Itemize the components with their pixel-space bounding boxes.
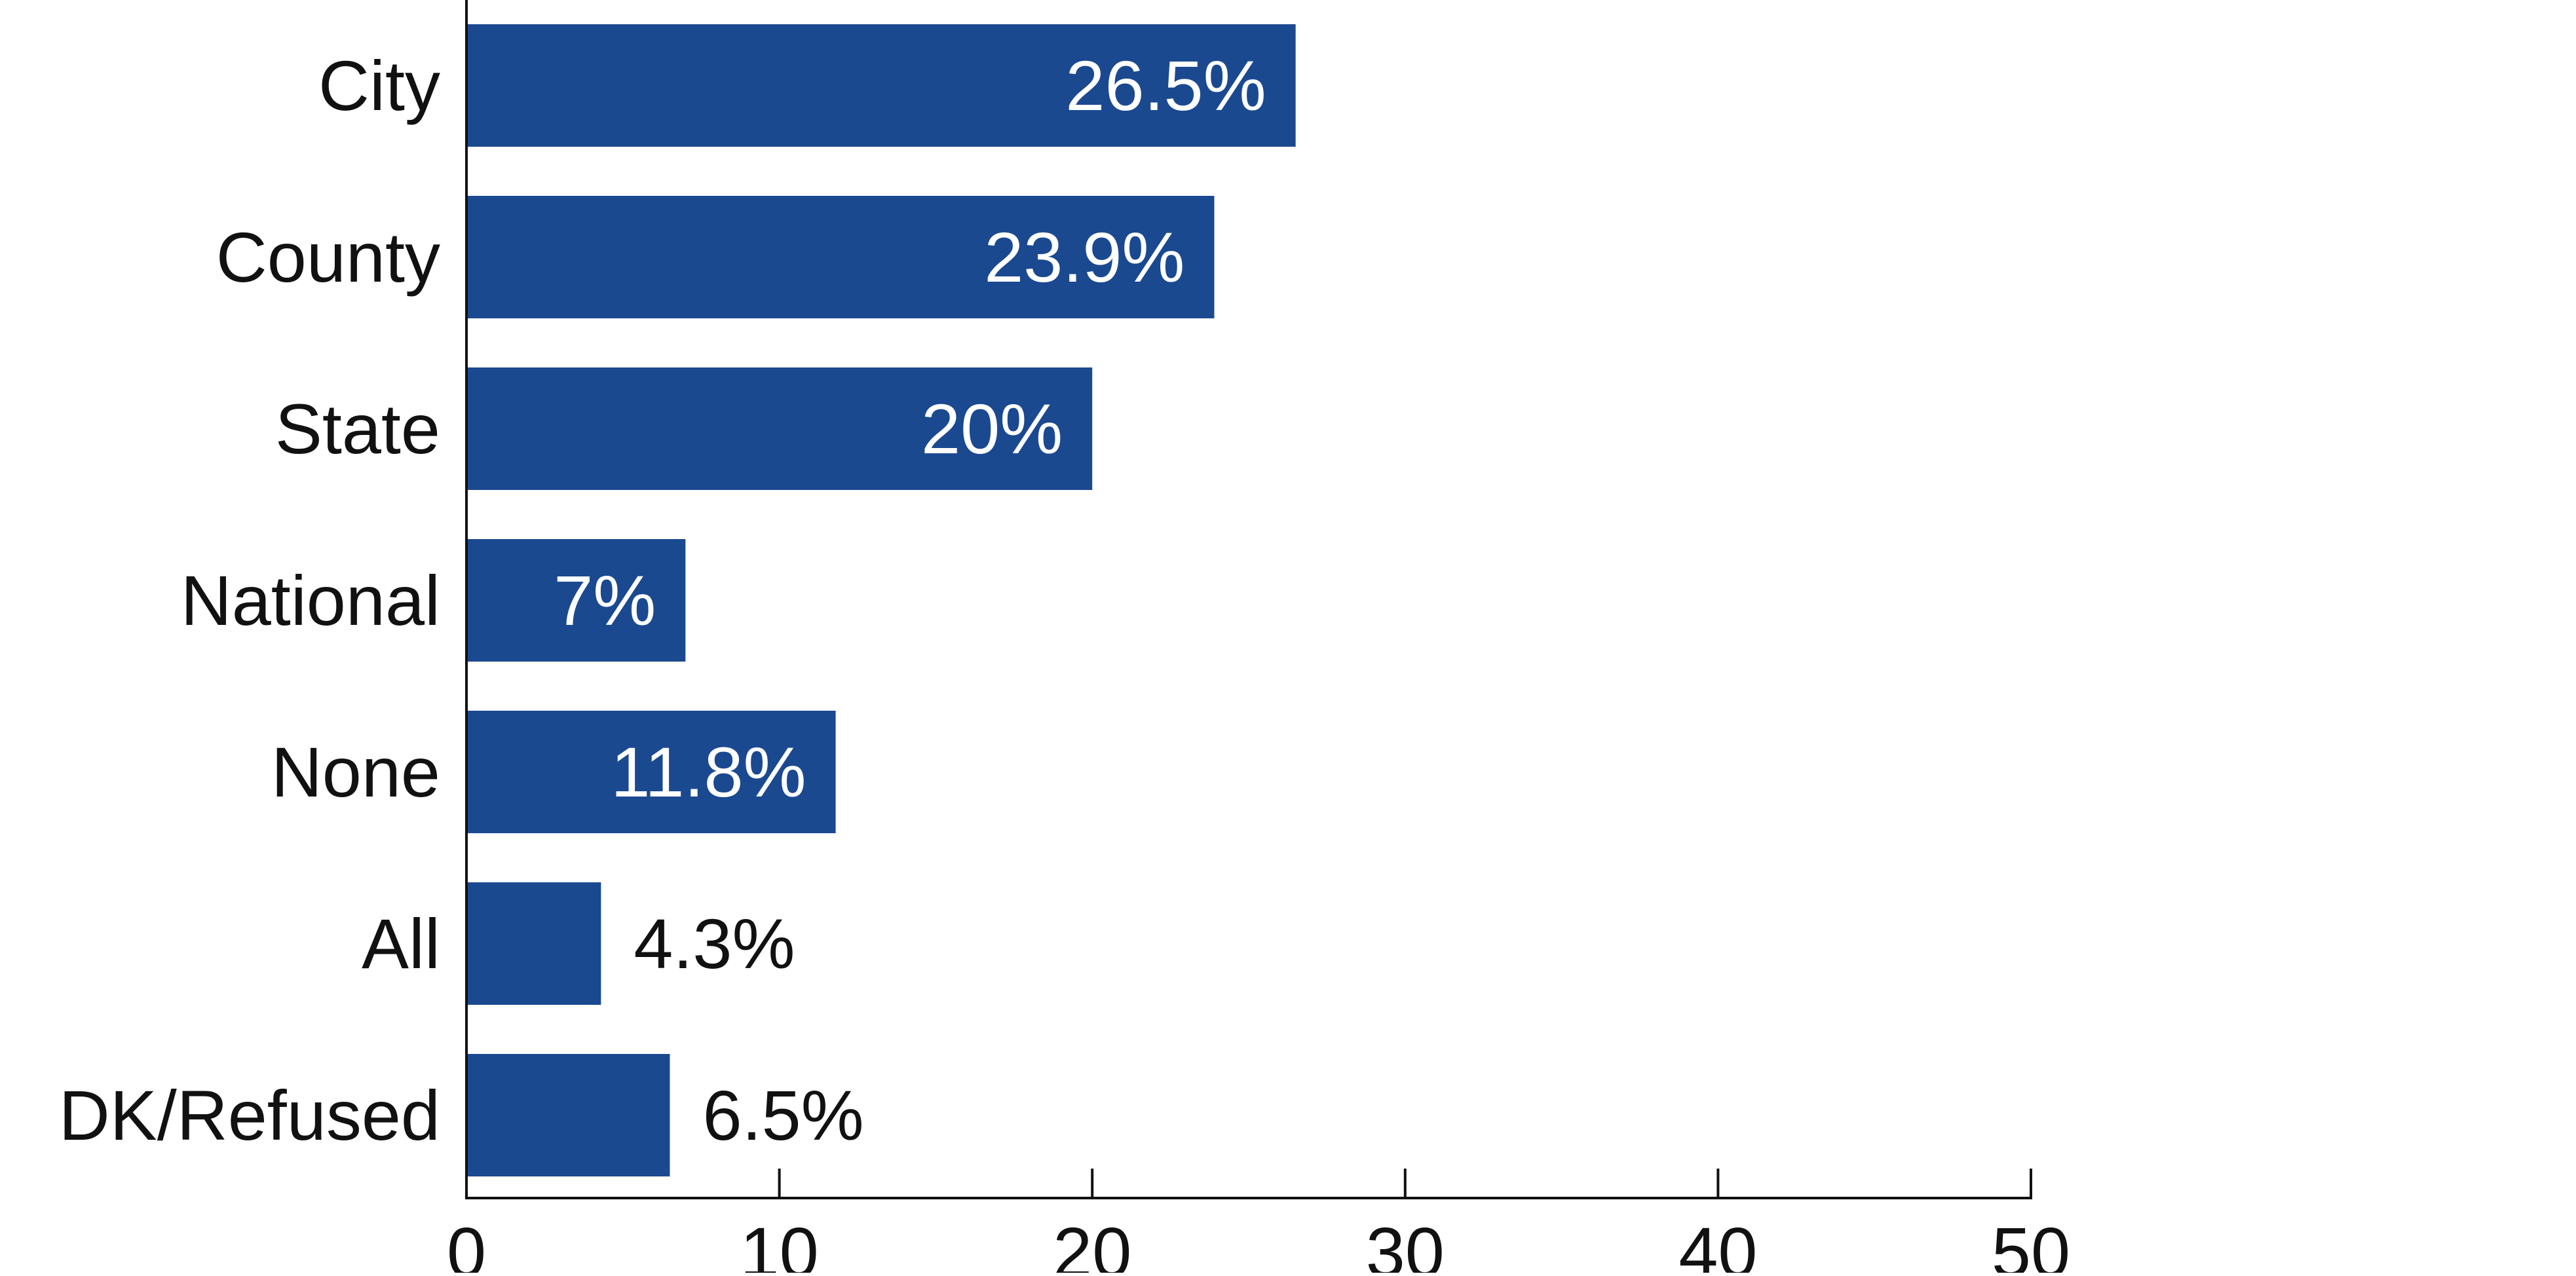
- category-label-national: National: [181, 561, 440, 640]
- bar-county: [466, 196, 1215, 318]
- bar-all: [466, 882, 601, 1005]
- bars-layer: [466, 24, 1296, 1176]
- value-label-city: 26.5%: [1065, 46, 1266, 125]
- x-tick-label-30: 30: [1366, 1212, 1445, 1273]
- category-label-all: All: [362, 904, 440, 983]
- category-label-dk-refused: DK/Refused: [59, 1076, 440, 1155]
- value-label-county: 23.9%: [984, 217, 1184, 297]
- x-tick-label-40: 40: [1678, 1212, 1757, 1273]
- x-tick-label-20: 20: [1053, 1212, 1131, 1273]
- category-label-state: State: [275, 389, 440, 468]
- value-label-none: 11.8%: [611, 732, 806, 812]
- bar-dk-refused: [466, 1054, 670, 1176]
- bar-none: [466, 711, 836, 833]
- x-tick-label-0: 0: [447, 1212, 486, 1273]
- category-label-county: County: [216, 217, 440, 297]
- bar-city: [466, 24, 1296, 147]
- axis-layer: 0 10 20 30 40 50: [447, 0, 2070, 1276]
- bar-state: [466, 367, 1093, 490]
- value-label-all: 4.3%: [634, 904, 795, 983]
- value-label-dk-refused: 6.5%: [702, 1076, 863, 1155]
- category-label-city: City: [318, 46, 440, 125]
- value-label-national: 7%: [554, 561, 656, 640]
- labels-layer: City 26.5% County 23.9% State 20% National 7% No…: [59, 46, 1266, 1155]
- x-tick-label-10: 10: [740, 1212, 819, 1273]
- category-label-none: None: [271, 732, 440, 812]
- x-tick-label-50: 50: [1992, 1212, 2070, 1273]
- bar-national: [466, 539, 686, 662]
- value-label-state: 20%: [921, 389, 1063, 468]
